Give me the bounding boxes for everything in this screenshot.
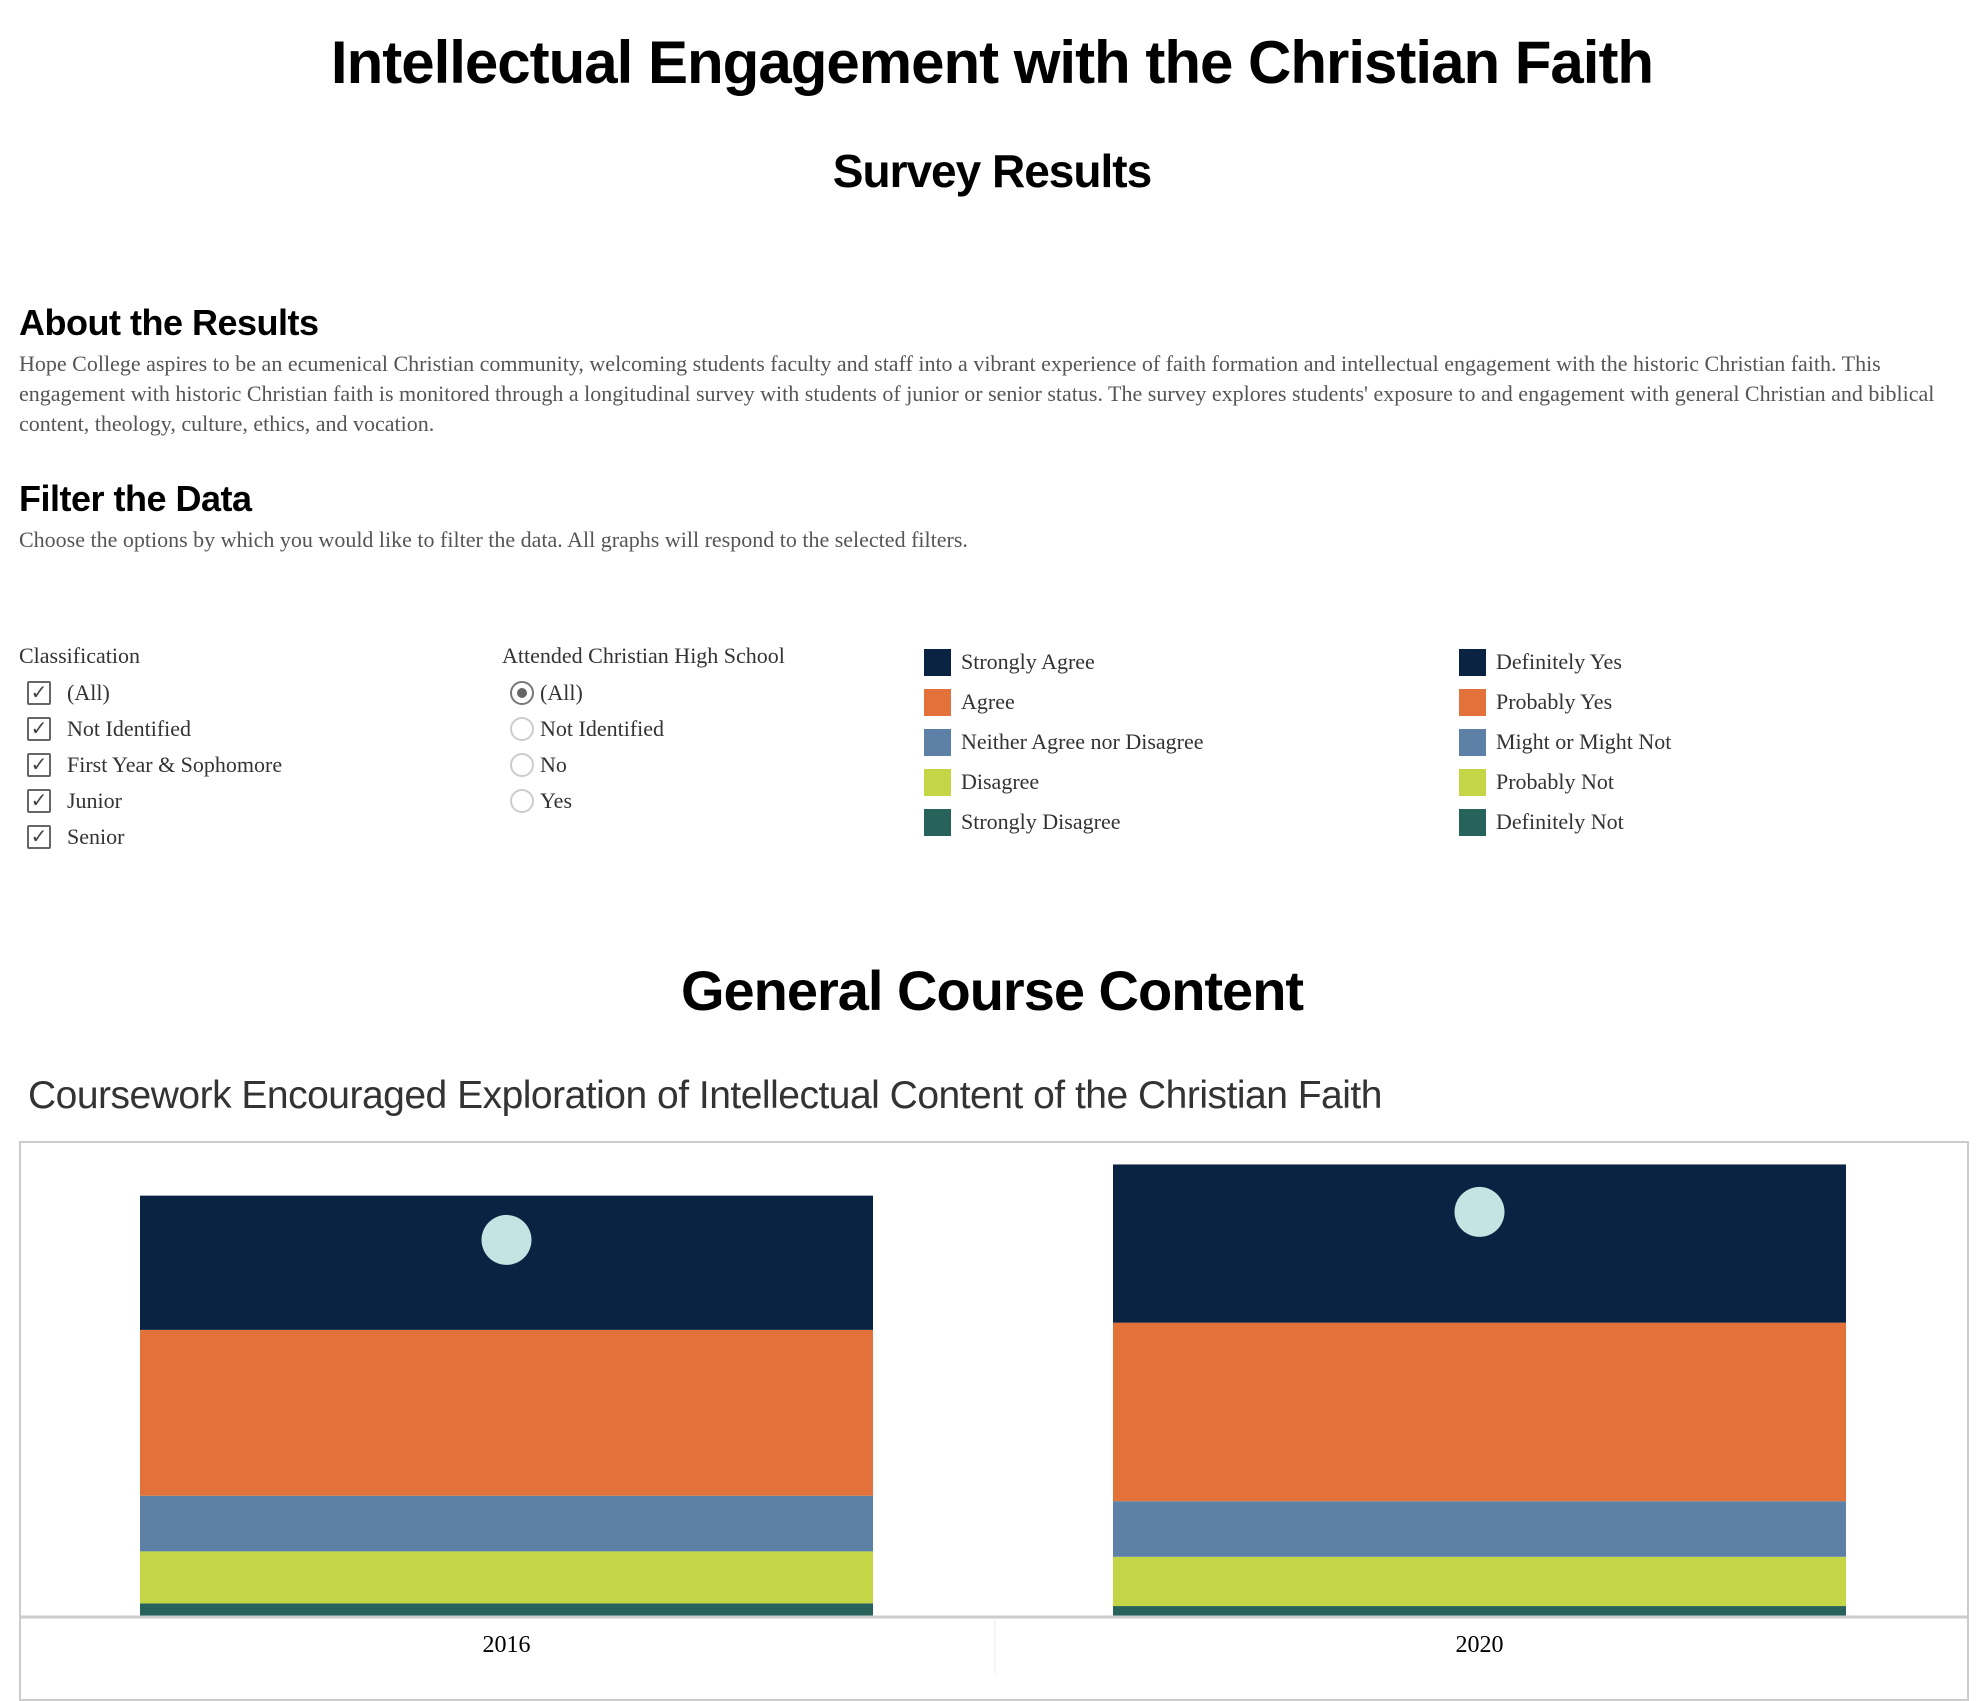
legend-item: Strongly Agree [924,647,1095,677]
legend-swatch [1459,728,1486,756]
bar-segment-neither-agree-nor-disagree-2016[interactable] [140,1495,873,1552]
legend-label: Definitely Yes [1496,649,1622,674]
legend-item: Definitely Not [1459,807,1624,837]
legend-swatch [1459,768,1486,796]
legend-item: Might or Might Not [1459,727,1671,757]
filter-heading: Filter the Data [19,478,252,519]
checkbox[interactable]: ✓ [27,753,51,777]
classification-label: Classification [19,643,140,668]
classification-option[interactable]: ✓ (All) [19,678,110,708]
checkbox[interactable]: ✓ [27,789,51,813]
bar-segment-disagree-2016[interactable] [140,1551,873,1604]
legend-label: Probably Yes [1496,689,1613,714]
check-icon: ✓ [30,826,48,848]
x-tick-label: 2016 [483,1632,531,1658]
christian-hs-option[interactable]: No [510,750,567,780]
legend-swatch [1459,648,1486,676]
checkbox[interactable]: ✓ [27,825,51,849]
check-icon: ✓ [30,718,48,740]
option-label: Not Identified [540,716,665,741]
filter-text: Choose the options by which you would li… [19,527,968,552]
legend-label: Might or Might Not [1496,729,1672,754]
page-title: Intellectual Engagement with the Christi… [330,29,1654,96]
radio-button[interactable] [510,717,534,741]
check-icon: ✓ [30,790,48,812]
legend-label: Agree [961,689,1015,714]
radio-button[interactable] [510,789,534,813]
marker-dot-2020[interactable] [1454,1186,1505,1237]
legend-label: Strongly Agree [961,649,1095,674]
legend-swatch [1459,688,1486,716]
classification-option[interactable]: ✓ Junior [19,786,122,816]
legend-swatch [924,688,951,716]
page-subtitle: Survey Results [832,145,1152,197]
legend-item: Strongly Disagree [924,807,1120,837]
option-label: No [540,752,567,777]
legend-swatch [1459,808,1486,836]
christian-hs-option[interactable]: (All) [510,678,583,708]
legend-swatch [924,768,951,796]
legend-label: Disagree [961,769,1040,794]
christian-hs-option[interactable]: Yes [510,786,572,816]
option-label: First Year & Sophomore [67,752,283,777]
option-label: Yes [540,788,573,813]
bar-segment-disagree-2020[interactable] [1113,1556,1846,1607]
legend-label: Probably Not [1496,769,1614,794]
legend-item: Agree [924,687,1015,717]
bar-segment-neither-agree-nor-disagree-2020[interactable] [1113,1501,1846,1557]
option-label: (All) [67,680,110,705]
bar-segment-agree-2020[interactable] [1113,1322,1846,1502]
legend-item: Probably Yes [1459,687,1612,717]
option-label: Not Identified [67,716,192,741]
x-tick-label: 2020 [1456,1632,1504,1658]
legend-swatch [924,808,951,836]
christian-hs-option[interactable]: Not Identified [510,714,664,744]
about-heading: About the Results [19,302,319,343]
legend-label: Neither Agree nor Disagree [961,729,1204,754]
legend-label: Definitely Not [1496,809,1624,834]
check-icon: ✓ [30,682,48,704]
bar-segment-strongly-disagree-2020[interactable] [1113,1606,1846,1616]
section-heading: General Course Content [680,959,1304,1022]
marker-dot-2016[interactable] [481,1214,532,1265]
legend-item: Definitely Yes [1459,647,1622,677]
chart-title: Coursework Encouraged Exploration of Int… [28,1074,1382,1117]
about-text: Hope College aspires to be an ecumenical… [19,351,1935,436]
legend-item: Neither Agree nor Disagree [924,727,1204,757]
legend-swatch [924,648,951,676]
option-label: Senior [67,824,125,849]
bar-segment-agree-2016[interactable] [140,1329,873,1496]
radio-button[interactable] [510,753,534,777]
check-icon: ✓ [30,754,48,776]
classification-option[interactable]: ✓ First Year & Sophomore [19,750,282,780]
bar-segment-strongly-disagree-2016[interactable] [140,1603,873,1616]
classification-option[interactable]: ✓ Not Identified [19,714,191,744]
option-label: Junior [67,788,122,813]
christian-hs-label: Attended Christian High School [502,643,785,668]
checkbox[interactable]: ✓ [27,717,51,741]
radio-button[interactable] [510,681,534,705]
checkbox[interactable]: ✓ [27,681,51,705]
legend-item: Disagree [924,767,1039,797]
legend-label: Strongly Disagree [961,809,1121,834]
legend-swatch [924,728,951,756]
legend-item: Probably Not [1459,767,1614,797]
option-label: (All) [540,680,583,705]
classification-option[interactable]: ✓ Senior [19,822,124,852]
